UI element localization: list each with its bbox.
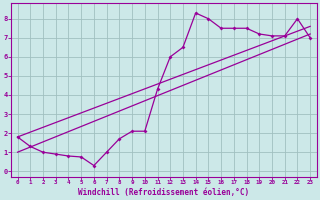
X-axis label: Windchill (Refroidissement éolien,°C): Windchill (Refroidissement éolien,°C) [78,188,249,197]
